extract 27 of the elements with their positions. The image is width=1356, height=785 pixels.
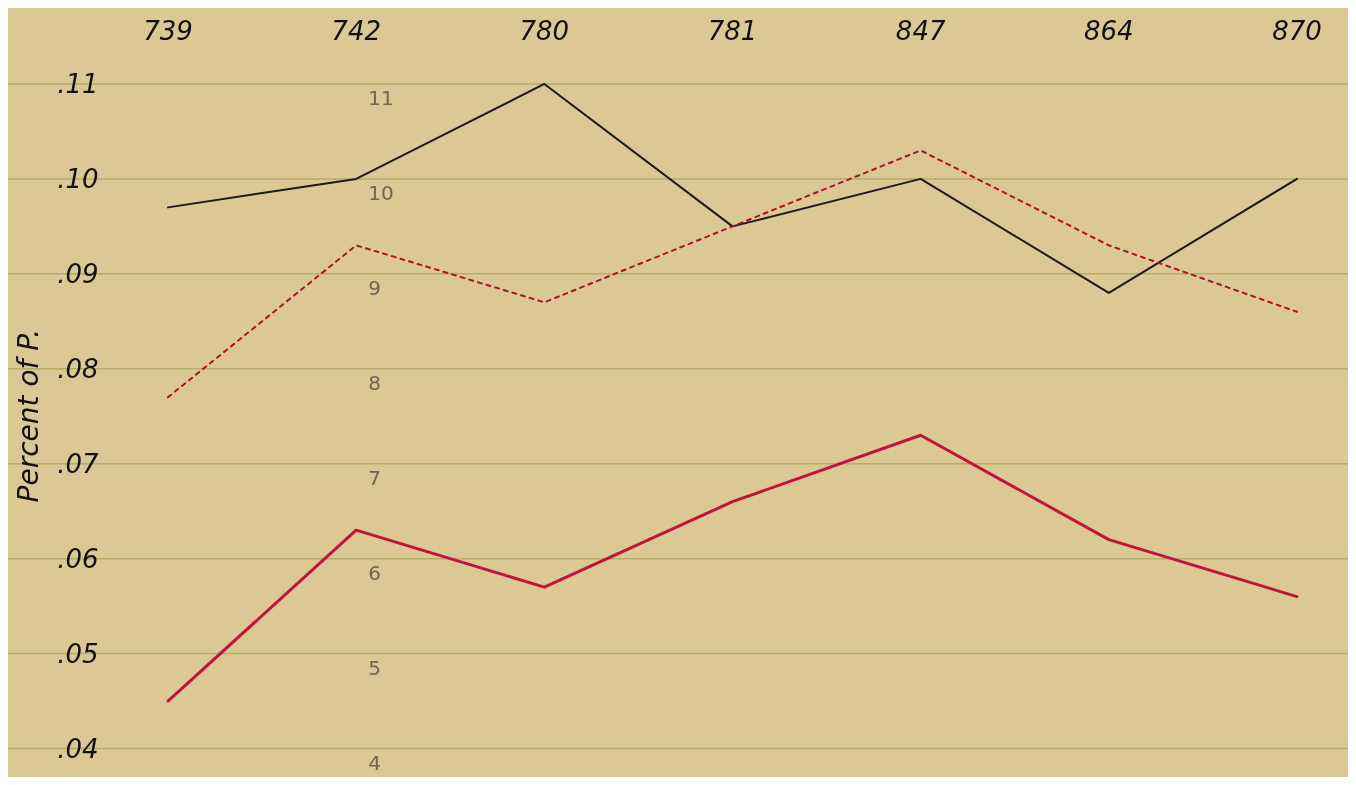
x-tick-label: 781 [707,16,758,46]
x-tick-label: 864 [1084,16,1134,46]
y2-tick-label: 9 [368,275,381,300]
x-tick-label: 847 [895,16,946,46]
y2-tick-label: 8 [368,370,381,395]
x-tick-label: 780 [519,16,570,46]
x-tick-label: 742 [331,16,381,46]
line-series [166,433,1299,703]
y-tick-label: .11 [57,69,99,100]
y-tick-label: .05 [57,638,99,669]
y-tick-label: .08 [57,353,99,384]
line-series [167,82,1298,294]
y-tick-label: .10 [57,163,99,194]
y-tick-label: .07 [57,448,100,479]
y2-tick-label: 10 [368,180,394,205]
y-tick-label: .09 [57,258,99,289]
y-tick-label: .06 [57,543,99,574]
y2-tick-label: 6 [368,560,381,585]
y2-tick-label: 7 [368,465,381,490]
y2-tick-label: 4 [368,750,381,775]
line-series [167,149,1298,399]
x-tick-label: 739 [143,16,193,46]
y2-tick-label: 11 [368,85,394,110]
y-axis-title: Percent of P. [12,328,45,503]
x-tick-label: 870 [1272,16,1322,46]
y2-tick-label: 5 [368,655,381,680]
y-tick-label: .04 [57,733,99,764]
